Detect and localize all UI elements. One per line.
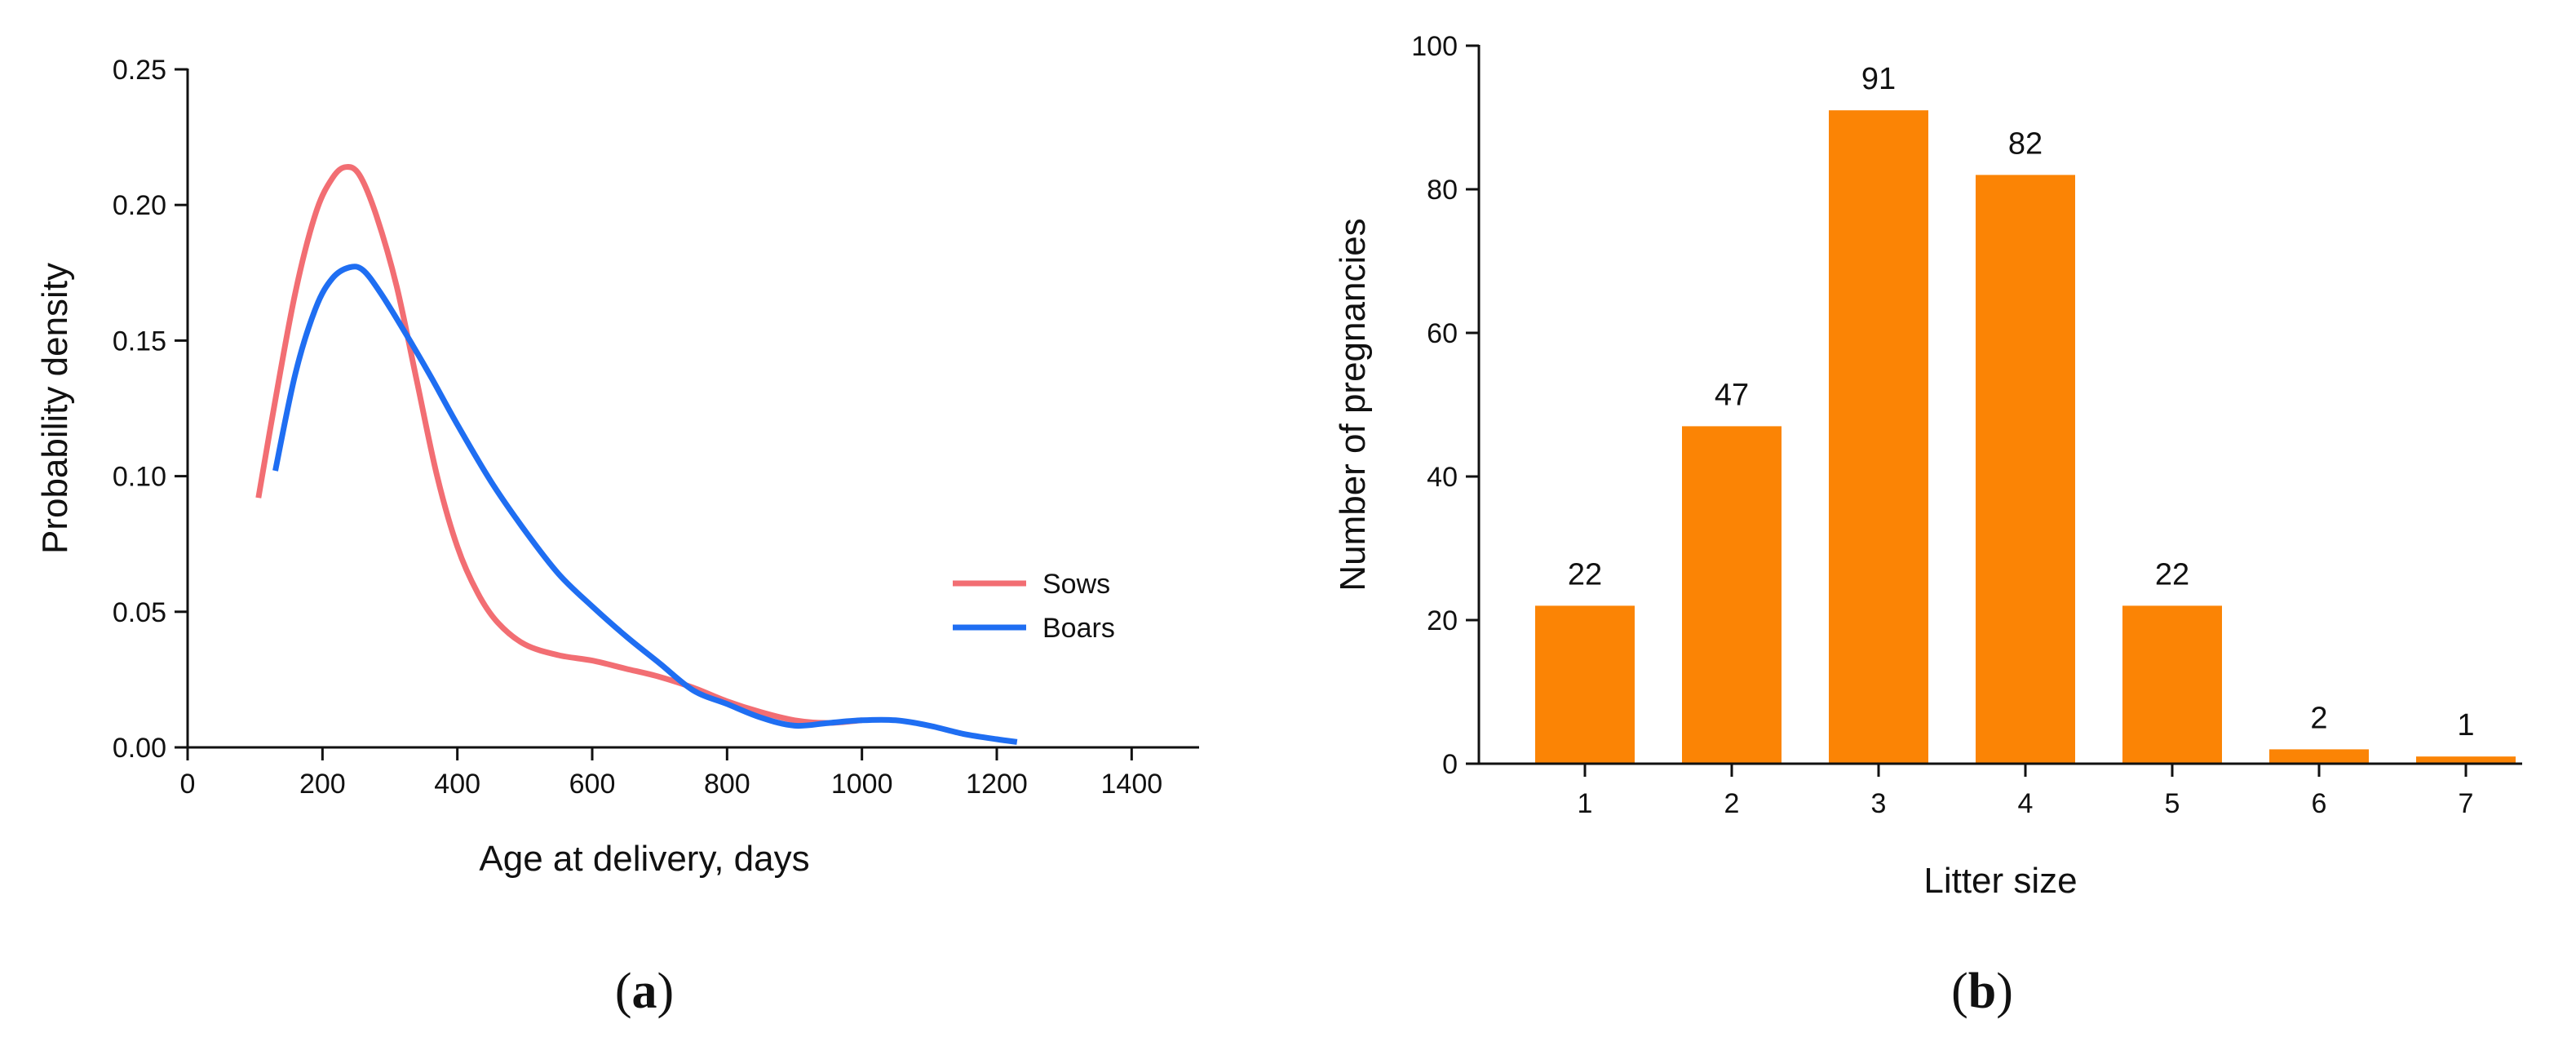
chart-a-density-plot: 0.00 0.05 0.10 0.15 0.20 0.25 0 200 400 600 800 10…	[35, 55, 1199, 1019]
chart-a-y-tick-label: 0.25	[113, 55, 166, 86]
chart-b-data-label-6: 2	[2310, 701, 2327, 735]
chart-b-bar-1	[1535, 605, 1635, 764]
chart-b-y-tick-label: 100	[1411, 31, 1458, 62]
chart-b-bar-3	[1829, 110, 1928, 764]
chart-b-data-label-1: 22	[1568, 557, 1602, 592]
chart-b-panel-label: (b)	[1951, 964, 2013, 1019]
chart-a-series-line-sows	[255, 164, 862, 726]
chart-a-x-axis-label: Age at delivery, days	[479, 839, 809, 879]
chart-a-x-tick-label: 1000	[831, 769, 893, 800]
chart-a-x-tick-label: 600	[569, 769, 616, 800]
chart-a-x-tick-label: 1200	[966, 769, 1028, 800]
chart-b-y-tick-label: 80	[1427, 175, 1458, 206]
chart-a-panel-label: (a)	[615, 964, 674, 1019]
chart-b-data-label-5: 22	[2155, 557, 2189, 592]
chart-b-bar-6	[2269, 749, 2369, 764]
chart-b-panel-label-letter: b	[1968, 964, 1996, 1019]
chart-b-data-label-2: 47	[1715, 378, 1749, 412]
chart-b-data-label-3: 91	[1861, 62, 1896, 96]
chart-a-panel-label-letter: a	[632, 964, 657, 1019]
chart-a-legend-label-boars: Boars	[1042, 613, 1115, 644]
chart-b-panel-label-open: (	[1951, 964, 1968, 1019]
chart-a-y-tick-label: 0.10	[113, 462, 166, 493]
chart-a-panel-label-open: (	[615, 964, 632, 1019]
chart-b-x-tick-label: 5	[2165, 788, 2180, 819]
chart-b-data-label-7: 1	[2457, 708, 2474, 742]
chart-b-x-tick-label: 6	[2312, 788, 2327, 819]
chart-b-y-ticks: 0 20 40 60 80 100	[1411, 31, 1479, 780]
chart-b-x-tick-label: 1	[1578, 788, 1593, 819]
chart-b-bar-5	[2122, 605, 2222, 764]
chart-a-legend-label-sows: Sows	[1042, 569, 1110, 600]
chart-b-panel-label-close: )	[1996, 964, 2013, 1019]
chart-a-panel-label-close: )	[657, 964, 675, 1019]
chart-a-y-ticks: 0.00 0.05 0.10 0.15 0.20 0.25	[113, 55, 188, 764]
chart-a-y-tick-label: 0.05	[113, 597, 166, 628]
chart-a-x-tick-label: 800	[704, 769, 750, 800]
chart-a-x-tick-label: 1400	[1101, 769, 1163, 800]
chart-b-y-tick-label: 60	[1427, 318, 1458, 349]
chart-a-y-tick-label: 0.20	[113, 190, 166, 221]
chart-b-x-ticks: 1 2 3 4 5 6 7	[1578, 764, 2474, 819]
chart-b-bar-7	[2416, 756, 2516, 764]
chart-b-x-tick-label: 7	[2459, 788, 2474, 819]
chart-b-bar-2	[1682, 426, 1782, 764]
chart-b-y-tick-label: 40	[1427, 462, 1458, 493]
chart-a-y-axis-label: Probability density	[35, 263, 75, 554]
chart-b-x-tick-label: 2	[1724, 788, 1740, 819]
chart-b-y-axis-label: Number of pregnancies	[1333, 218, 1373, 591]
chart-a-series-line-boars	[272, 264, 1018, 745]
chart-a-legend: Sows Boars	[953, 569, 1115, 644]
chart-a-y-tick-label: 0.00	[113, 733, 166, 764]
chart-a-x-tick-label: 400	[434, 769, 480, 800]
chart-a-y-tick-label: 0.15	[113, 326, 166, 357]
chart-b-x-tick-label: 3	[1871, 788, 1887, 819]
chart-b-y-tick-label: 20	[1427, 605, 1458, 636]
chart-b-data-label-4: 82	[2008, 126, 2043, 161]
chart-a-series	[255, 164, 1018, 745]
chart-b-y-tick-label: 0	[1442, 749, 1458, 780]
chart-b-bar-4	[1976, 175, 2075, 764]
chart-b-x-axis-label: Litter size	[1923, 861, 2077, 901]
chart-b-x-tick-label: 4	[2018, 788, 2034, 819]
chart-a-x-tick-label: 0	[180, 769, 196, 800]
chart-a-x-ticks: 0 200 400 600 800 1000 1200 1400	[180, 747, 1163, 800]
chart-a-x-tick-label: 200	[299, 769, 346, 800]
